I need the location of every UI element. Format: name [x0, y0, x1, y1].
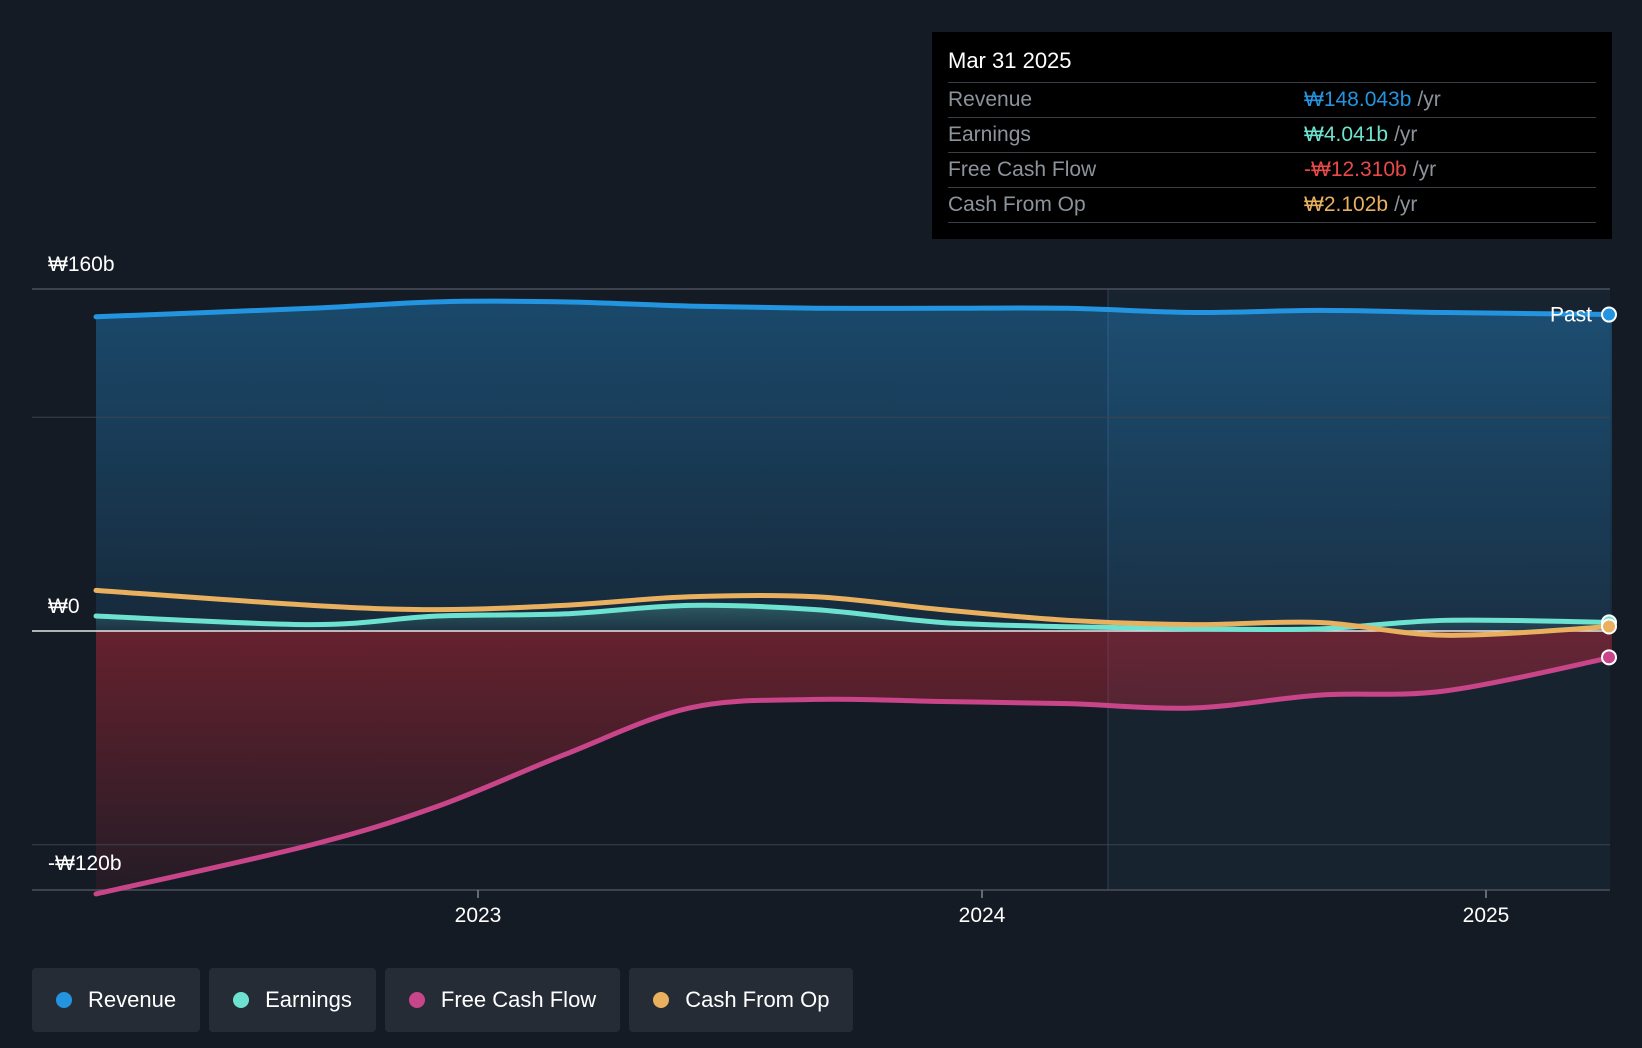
- legend-item-cash-from-op[interactable]: Cash From Op: [629, 968, 854, 1032]
- tooltip-label: Earnings: [948, 123, 1031, 146]
- legend-item-earnings[interactable]: Earnings: [209, 968, 376, 1032]
- revenue-line: [93, 298, 1615, 320]
- y-tick-label: ₩0: [48, 595, 80, 618]
- chart-tick-layer: 2023 2024 2025 Past: [455, 304, 1593, 927]
- cash-from-op-line: [93, 587, 1615, 638]
- y-tick-label: -₩120b: [48, 852, 122, 875]
- legend-item-revenue[interactable]: Revenue: [32, 968, 201, 1032]
- tooltip-value: ₩4.041b: [1304, 123, 1389, 146]
- tooltip-row-cash-from-op: Cash From Op ₩2.102b /yr: [948, 188, 1596, 223]
- tooltip-label: Free Cash Flow: [948, 158, 1097, 181]
- legend-label: Earnings: [265, 987, 352, 1012]
- tooltip-unit: /yr: [1394, 123, 1418, 146]
- revenue-area: [96, 301, 1612, 631]
- free-cash-flow-area: [96, 631, 1612, 894]
- chart-area-layer: [96, 301, 1612, 894]
- tooltip-value: ₩2.102b: [1304, 193, 1389, 216]
- chart-line-layer: [93, 298, 1615, 897]
- legend-item-free-cash-flow[interactable]: Free Cash Flow: [384, 968, 621, 1032]
- tooltip-row-earnings: Earnings ₩4.041b /yr: [948, 118, 1596, 153]
- tooltip-label: Cash From Op: [948, 193, 1086, 216]
- tooltip-row-free-cash-flow: Free Cash Flow -₩12.310b /yr: [948, 153, 1596, 188]
- legend-dot-icon: [408, 992, 425, 1008]
- tooltip-date: Mar 31 2025: [948, 46, 1596, 83]
- chart-grid-layer: [32, 288, 1610, 891]
- tooltip-unit: /yr: [1412, 158, 1437, 181]
- legend-label: Revenue: [88, 987, 177, 1012]
- x-tick-label: 2023: [455, 904, 502, 927]
- free-cash-flow-line: [93, 654, 1615, 897]
- earnings-area: [96, 605, 1612, 631]
- earnings-line: [93, 602, 1615, 633]
- tooltip-value: ₩148.043b: [1304, 88, 1412, 111]
- tooltip-unit: /yr: [1394, 193, 1418, 216]
- legend-label: Cash From Op: [685, 987, 830, 1012]
- tooltip-label: Revenue: [948, 88, 1033, 111]
- legend-dot-icon: [233, 992, 250, 1008]
- tooltip-value: -₩12.310b: [1304, 158, 1407, 181]
- tooltip-unit: /yr: [1417, 88, 1441, 111]
- revenue-end-marker: [1601, 306, 1617, 323]
- x-tick-label: 2025: [1463, 904, 1510, 927]
- chart-marker-layer: [1601, 306, 1617, 666]
- x-tick-label: 2024: [959, 904, 1006, 927]
- free-cash-flow-end-marker: [1601, 649, 1617, 666]
- y-tick-label: ₩160b: [48, 253, 115, 276]
- legend-dot-icon: [653, 992, 670, 1008]
- legend-label: Free Cash Flow: [440, 987, 597, 1012]
- cash-from-op-end-marker: [1601, 618, 1617, 635]
- chart-legend: Revenue Earnings Free Cash Flow Cash Fro…: [32, 968, 854, 1032]
- tooltip-panel: Mar 31 2025 Revenue ₩148.043b /yr Earnin…: [932, 32, 1612, 239]
- tooltip-row-revenue: Revenue ₩148.043b /yr: [948, 83, 1596, 118]
- past-label: Past: [1550, 304, 1592, 327]
- legend-dot-icon: [56, 992, 72, 1008]
